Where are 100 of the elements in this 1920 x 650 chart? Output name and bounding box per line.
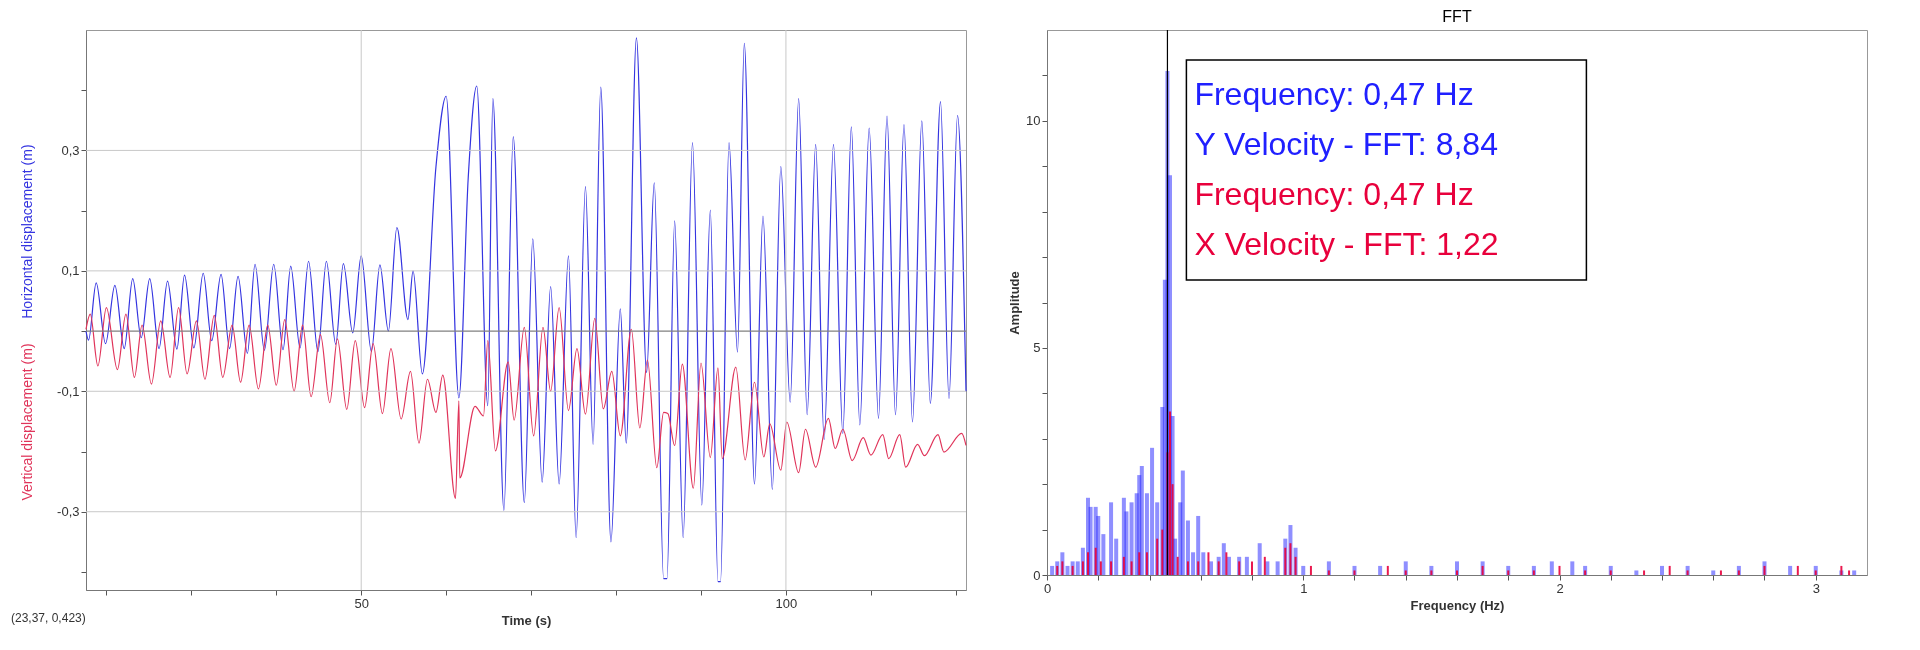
bar <box>1686 570 1689 575</box>
x-tick-label: 50 <box>354 595 369 611</box>
bar <box>1145 552 1148 575</box>
y-tick-label: 10 <box>1026 113 1041 129</box>
bar <box>1244 556 1249 575</box>
y-tick-label: -0,3 <box>57 504 80 520</box>
x-tick-label: 1 <box>1300 580 1308 596</box>
bar <box>1122 556 1125 575</box>
bar <box>1294 556 1297 575</box>
bar <box>1532 570 1535 575</box>
bar <box>1251 561 1253 575</box>
bar <box>1309 565 1312 575</box>
bar <box>1386 565 1389 575</box>
line-series <box>85 306 967 500</box>
bar <box>1225 552 1228 575</box>
bar <box>1238 561 1241 575</box>
x-axis-title: Time (s) <box>501 612 552 628</box>
bar <box>1643 570 1646 575</box>
bar <box>1088 506 1093 575</box>
bar <box>1081 561 1084 575</box>
bar <box>1257 543 1262 575</box>
bar <box>1558 565 1561 575</box>
bar <box>1719 570 1722 575</box>
bar <box>1087 552 1089 575</box>
bar <box>1071 565 1074 575</box>
annotation: Frequency: 0,47 Hz <box>1194 176 1474 212</box>
bar <box>1430 570 1433 575</box>
x-tick-label: 100 <box>775 595 798 611</box>
annotation: Y Velocity - FFT: 8,84 <box>1194 126 1498 162</box>
bar <box>1150 447 1155 575</box>
bar <box>1056 565 1059 575</box>
y-tick-label: 5 <box>1033 340 1041 356</box>
bar <box>1668 565 1671 575</box>
bar <box>1796 565 1799 575</box>
bar <box>1327 570 1330 575</box>
bar <box>1101 534 1106 575</box>
bar <box>1156 538 1159 575</box>
bar <box>1481 565 1484 575</box>
bar <box>1176 556 1179 575</box>
bar <box>1099 561 1102 575</box>
bar <box>1169 411 1171 575</box>
bar <box>1301 565 1306 575</box>
bar <box>1094 547 1097 575</box>
text: Horizontal displacement (m) <box>19 144 35 319</box>
text: Vertical displacement (m) <box>19 343 35 501</box>
bar <box>1456 570 1458 575</box>
bar <box>1161 529 1164 575</box>
bar <box>1570 561 1575 575</box>
bar <box>1061 561 1064 575</box>
bar <box>1848 570 1851 575</box>
bar <box>1065 565 1070 575</box>
bar <box>1275 561 1280 575</box>
bar <box>1507 570 1510 575</box>
bar <box>1852 570 1857 575</box>
bar <box>1289 543 1292 575</box>
bar <box>1549 561 1554 575</box>
bar <box>1711 570 1716 575</box>
bar <box>1353 570 1356 575</box>
bar <box>1217 561 1220 575</box>
bar <box>1201 552 1206 575</box>
bar <box>1404 570 1407 575</box>
bar <box>1191 552 1196 575</box>
x-axis-title: Frequency (Hz) <box>1410 597 1505 613</box>
bar <box>1139 466 1144 575</box>
bar <box>1609 570 1612 575</box>
bar <box>1209 561 1213 575</box>
bar <box>1075 561 1080 575</box>
text: (23,37, 0,423) <box>11 611 86 625</box>
bar <box>1378 565 1383 575</box>
y-tick-label: -0,1 <box>57 383 80 399</box>
bar <box>1226 556 1231 575</box>
bar <box>1584 570 1587 575</box>
bar <box>1110 561 1113 575</box>
chart-title: FFT <box>1442 8 1472 26</box>
bar <box>1263 556 1266 575</box>
bar <box>1763 565 1766 575</box>
bar <box>1138 552 1141 575</box>
bar <box>1737 570 1740 575</box>
bar <box>1634 570 1639 575</box>
bar <box>1197 561 1200 575</box>
annotation: X Velocity - FFT: 1,22 <box>1194 226 1499 262</box>
y-tick-label: 0,3 <box>61 142 80 158</box>
bar <box>1180 470 1185 575</box>
bar <box>1114 538 1119 575</box>
bar <box>1660 565 1664 575</box>
y-axis-title: Amplitude <box>1007 271 1023 335</box>
bar <box>1050 565 1055 575</box>
bar <box>1207 552 1210 575</box>
x-tick-label: 0 <box>1043 580 1052 596</box>
x-tick-label: 2 <box>1556 580 1564 596</box>
bar <box>1284 547 1287 575</box>
y-tick-label: 0 <box>1033 567 1041 583</box>
bar <box>1788 565 1793 575</box>
bar <box>1124 511 1129 575</box>
bar <box>1130 561 1133 575</box>
line-series <box>85 37 967 583</box>
bar <box>1840 565 1843 575</box>
bar <box>1186 561 1189 575</box>
annotation: Frequency: 0,47 Hz <box>1194 76 1474 112</box>
y-tick-label: 0,1 <box>61 263 80 279</box>
